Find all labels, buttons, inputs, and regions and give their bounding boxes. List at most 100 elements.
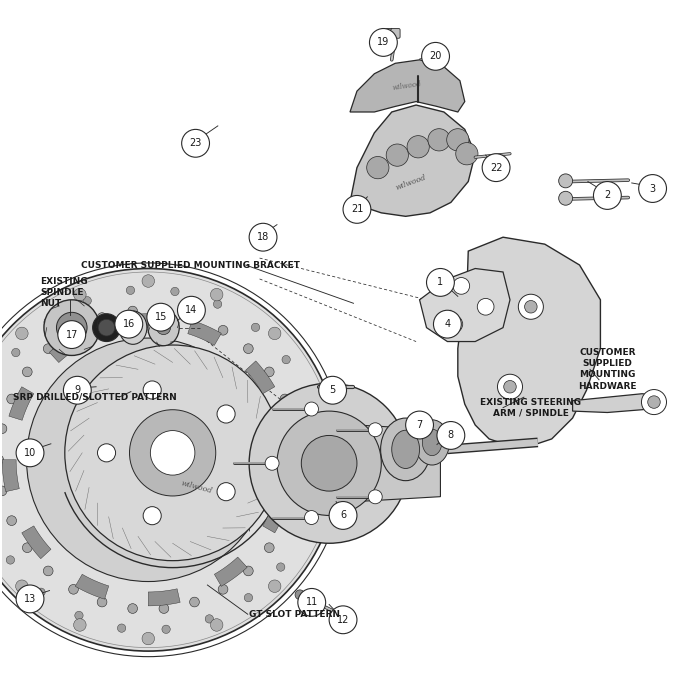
- Circle shape: [312, 482, 321, 491]
- Circle shape: [27, 338, 270, 581]
- Circle shape: [97, 313, 107, 323]
- Circle shape: [304, 402, 318, 416]
- Circle shape: [0, 424, 7, 434]
- Circle shape: [594, 181, 622, 209]
- Text: CUSTOMER SUPPLIED MOUNTING BRACKET: CUSTOMER SUPPLIED MOUNTING BRACKET: [80, 261, 300, 270]
- Circle shape: [367, 157, 389, 178]
- Text: 7: 7: [416, 420, 423, 430]
- Polygon shape: [214, 557, 247, 586]
- Circle shape: [159, 604, 169, 613]
- Circle shape: [69, 585, 78, 594]
- Circle shape: [7, 394, 17, 404]
- Circle shape: [307, 522, 320, 535]
- Circle shape: [6, 556, 15, 564]
- Circle shape: [437, 422, 465, 450]
- Text: EXISTING STEERING
ARM / SPINDLE: EXISTING STEERING ARM / SPINDLE: [480, 397, 582, 418]
- Text: 16: 16: [122, 319, 135, 329]
- Circle shape: [648, 396, 660, 408]
- Circle shape: [280, 394, 290, 404]
- Text: 4: 4: [444, 319, 450, 329]
- Circle shape: [58, 321, 85, 348]
- Circle shape: [171, 287, 179, 296]
- Circle shape: [0, 486, 7, 496]
- Circle shape: [16, 585, 44, 613]
- Text: 11: 11: [306, 597, 318, 607]
- Circle shape: [128, 604, 137, 613]
- Circle shape: [329, 606, 357, 634]
- Text: 19: 19: [377, 38, 389, 47]
- Polygon shape: [188, 321, 221, 345]
- Circle shape: [69, 325, 78, 335]
- Text: 9: 9: [74, 385, 81, 395]
- Text: 14: 14: [186, 305, 197, 315]
- Circle shape: [244, 566, 253, 576]
- Polygon shape: [277, 428, 295, 460]
- Circle shape: [144, 507, 161, 525]
- Circle shape: [268, 327, 281, 339]
- Circle shape: [386, 144, 408, 167]
- Circle shape: [405, 411, 433, 439]
- Text: 23: 23: [190, 138, 202, 148]
- Circle shape: [118, 624, 126, 632]
- Text: GT SLOT PATTERN: GT SLOT PATTERN: [249, 610, 340, 619]
- Text: 13: 13: [24, 594, 36, 604]
- Polygon shape: [9, 387, 34, 420]
- Circle shape: [211, 289, 223, 301]
- Circle shape: [142, 275, 155, 287]
- Text: 21: 21: [351, 204, 363, 215]
- Circle shape: [92, 314, 120, 342]
- Text: 12: 12: [337, 615, 349, 625]
- Circle shape: [150, 431, 195, 475]
- Circle shape: [295, 590, 304, 599]
- FancyBboxPatch shape: [385, 29, 400, 38]
- Circle shape: [321, 454, 333, 466]
- Circle shape: [370, 29, 398, 56]
- Polygon shape: [350, 60, 465, 112]
- Circle shape: [142, 632, 155, 645]
- Circle shape: [218, 585, 228, 594]
- Circle shape: [43, 344, 53, 353]
- Circle shape: [22, 543, 32, 553]
- Circle shape: [74, 619, 86, 631]
- Circle shape: [268, 580, 281, 592]
- Circle shape: [314, 438, 322, 446]
- Text: 1: 1: [438, 277, 444, 287]
- Circle shape: [147, 303, 175, 331]
- Circle shape: [559, 191, 573, 205]
- Text: wilwood: wilwood: [395, 174, 428, 192]
- Circle shape: [162, 625, 170, 634]
- Circle shape: [98, 319, 115, 336]
- Polygon shape: [148, 589, 180, 606]
- Circle shape: [15, 580, 28, 592]
- Circle shape: [498, 374, 522, 399]
- Text: 6: 6: [340, 510, 346, 521]
- Polygon shape: [350, 105, 475, 216]
- Text: EXISTING
SPINDLE
NUT: EXISTING SPINDLE NUT: [41, 277, 88, 309]
- Ellipse shape: [422, 429, 442, 456]
- Circle shape: [0, 268, 340, 651]
- Circle shape: [64, 376, 91, 404]
- Circle shape: [518, 294, 543, 319]
- Circle shape: [368, 423, 382, 437]
- Ellipse shape: [414, 420, 449, 465]
- Circle shape: [217, 405, 235, 423]
- Circle shape: [44, 318, 52, 326]
- Circle shape: [290, 424, 300, 434]
- Circle shape: [282, 355, 290, 364]
- Circle shape: [641, 390, 666, 415]
- Text: 22: 22: [490, 162, 503, 173]
- Circle shape: [157, 321, 171, 335]
- Circle shape: [265, 457, 279, 470]
- Circle shape: [12, 348, 20, 357]
- Circle shape: [265, 367, 274, 377]
- Circle shape: [75, 611, 83, 620]
- Circle shape: [15, 327, 28, 339]
- Circle shape: [159, 306, 169, 316]
- Circle shape: [368, 490, 382, 504]
- Circle shape: [428, 129, 450, 151]
- Circle shape: [182, 130, 209, 158]
- Circle shape: [74, 289, 86, 301]
- Text: 20: 20: [429, 52, 442, 61]
- Circle shape: [290, 486, 300, 496]
- Text: SRP DRILLED/SLOTTED PATTERN: SRP DRILLED/SLOTTED PATTERN: [13, 392, 176, 401]
